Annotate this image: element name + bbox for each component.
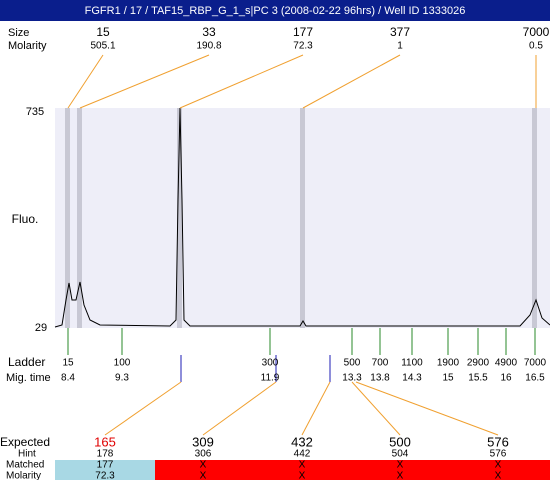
matched-size: X (200, 460, 207, 471)
header-bar (0, 0, 550, 21)
matched-molarity: X (397, 471, 404, 480)
marker-molarity: 505.1 (90, 41, 115, 52)
matched-size: X (397, 460, 404, 471)
peak-bands (65, 108, 537, 328)
marker-molarity: 0.5 (529, 41, 543, 52)
hint-size: 306 (195, 449, 212, 460)
table-molarity-label: Molarity (6, 471, 41, 480)
ladder-size: 15 (62, 358, 74, 369)
matched-size: X (495, 460, 502, 471)
ladder-label: Ladder (8, 355, 45, 369)
time-label: Mig. time (6, 372, 51, 384)
matched-molarity: X (299, 471, 306, 480)
marker-molarity: 190.8 (196, 41, 221, 52)
ladder-time: 13.8 (370, 373, 390, 384)
molarity-label: Molarity (8, 40, 47, 52)
unmatched-cells (155, 460, 550, 480)
ladder-time: 14.3 (402, 373, 422, 384)
marker-molarity: 72.3 (293, 41, 313, 52)
ladder-size: 500 (344, 358, 361, 369)
hint-size: 576 (490, 449, 507, 460)
y-max: 735 (26, 106, 44, 118)
marker-size: 33 (202, 25, 216, 39)
expected-size: 309 (192, 434, 214, 449)
marker-size: 15 (96, 25, 110, 39)
expected-size: 432 (291, 434, 313, 449)
matched-label: Matched (6, 460, 44, 471)
hint-size: 442 (294, 449, 311, 460)
matched-molarity: 72.3 (95, 471, 115, 480)
hint-size: 178 (97, 449, 114, 460)
y-axis-label: Fluo. (12, 212, 39, 226)
matched-size: 177 (97, 460, 114, 471)
header-title: FGFR1 / 17 / TAF15_RBP_G_1_s|PC 3 (2008-… (85, 5, 466, 17)
trace (54, 107, 550, 328)
matched-molarity: X (200, 471, 207, 480)
marker-size: 177 (293, 25, 313, 39)
marker-connectors (67, 54, 537, 109)
marker-size: 7000 (523, 25, 550, 39)
expected-size: 165 (94, 434, 116, 449)
size-label: Size (8, 27, 29, 39)
ladder-size: 7000 (524, 358, 547, 369)
ladder-time: 16.5 (525, 373, 545, 384)
ladder-size: 700 (372, 358, 389, 369)
peak-ticks (180, 355, 331, 382)
y-min: 29 (35, 322, 47, 334)
ladder-size: 1900 (437, 358, 460, 369)
ladder-size: 2900 (467, 358, 490, 369)
ladder-size: 4900 (495, 358, 518, 369)
expected-size: 500 (389, 434, 411, 449)
matched-molarity: X (495, 471, 502, 480)
marker-molarity: 1 (397, 41, 403, 52)
match-connectors (104, 381, 499, 436)
expected-size: 576 (487, 434, 509, 449)
ladder-time: 15.5 (468, 373, 488, 384)
ladder-size: 300 (262, 358, 279, 369)
ladder-time: 13.3 (342, 373, 362, 384)
ladder-size: 1100 (401, 358, 423, 369)
ladder-time: 15 (442, 373, 454, 384)
ladder-size: 100 (114, 358, 131, 369)
hint-size: 504 (392, 449, 409, 460)
ladder-time: 16 (500, 373, 512, 384)
hint-label: Hint (18, 449, 36, 460)
marker-size: 377 (390, 25, 410, 39)
matched-size: X (299, 460, 306, 471)
ladder-time: 11.9 (261, 373, 280, 384)
expected-label: Expected (0, 435, 50, 449)
matched-cell (55, 460, 155, 480)
ladder-time: 8.4 (61, 373, 75, 384)
ladder-time: 9.3 (115, 373, 129, 384)
